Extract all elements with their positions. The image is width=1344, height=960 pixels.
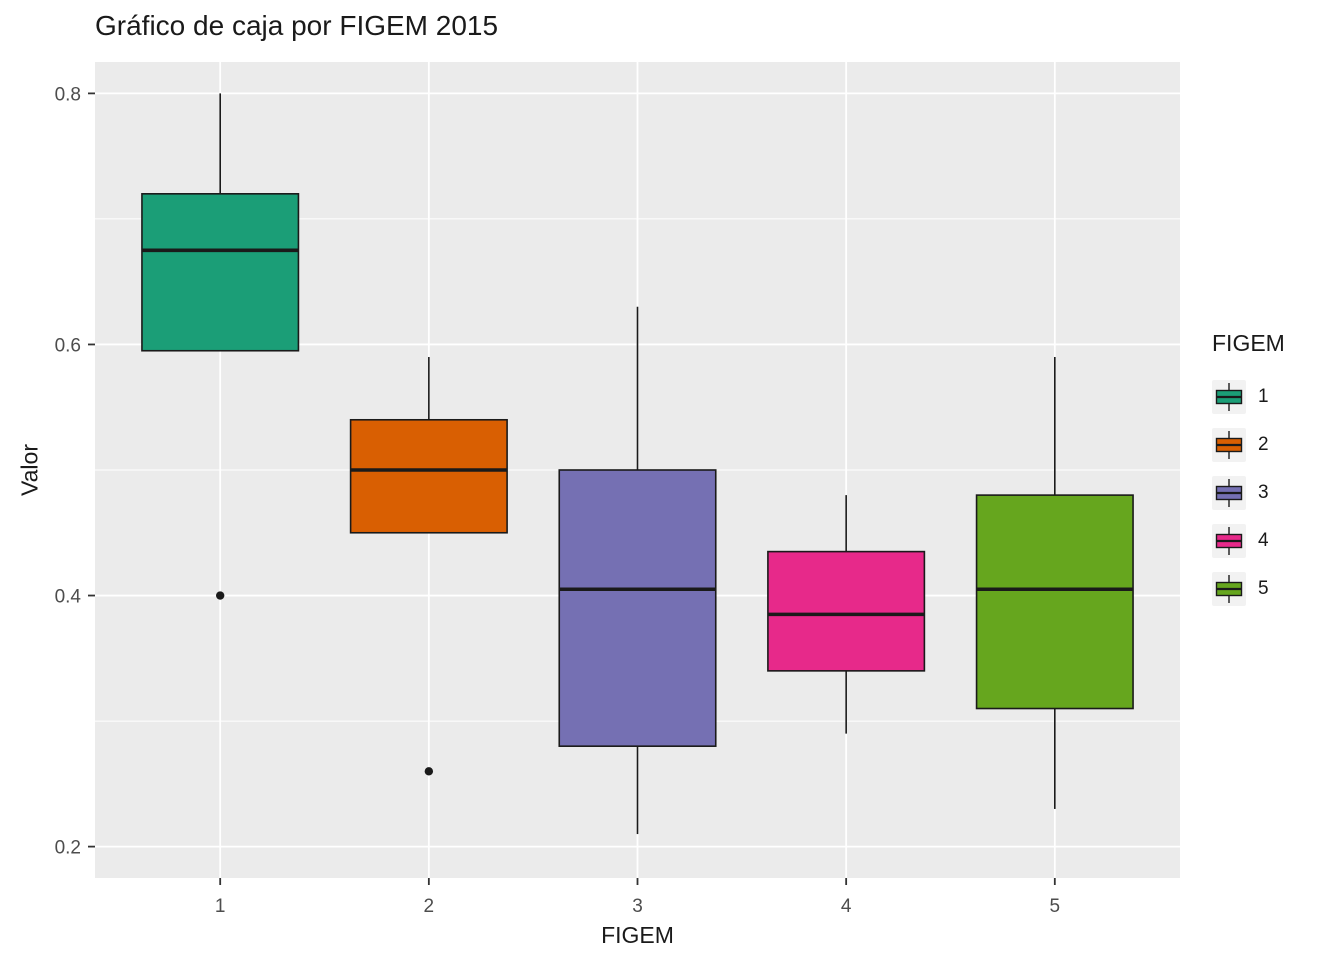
legend-item-2: 2 [1212,421,1285,469]
x-tick-label: 3 [632,896,643,917]
legend-item-label: 1 [1258,386,1269,407]
outlier-point [424,767,434,776]
outlier-point [215,591,225,600]
box [975,494,1134,710]
legend-item-1: 1 [1212,373,1285,421]
legend: FIGEM 1 2 3 4 5 [1212,330,1285,613]
legend-key-icon [1212,380,1246,414]
legend-key-icon [1212,572,1246,606]
legend-key-icon [1212,524,1246,558]
legend-title: FIGEM [1212,330,1285,356]
boxplot-group-5 [975,357,1134,809]
legend-key-icon [1212,428,1246,462]
chart-title: Gráfico de caja por FIGEM 2015 [95,10,499,41]
boxplot-group-1 [141,93,300,600]
x-tick-label: 2 [424,896,435,917]
y-axis-label: Valor [16,444,43,496]
legend-item-label: 5 [1258,578,1269,599]
legend-item-label: 2 [1258,434,1269,455]
x-tick-label: 5 [1050,896,1061,917]
legend-key-icon [1212,476,1246,510]
legend-item-label: 3 [1258,482,1269,503]
y-tick-label: 0.8 [55,84,81,105]
boxplot-group-4 [767,495,926,734]
x-axis-label: FIGEM [601,922,674,948]
legend-item-label: 4 [1258,530,1269,551]
box [349,418,508,534]
x-tick-label: 1 [215,896,226,917]
legend-entries: 1 2 3 4 5 [1212,373,1285,613]
legend-item-3: 3 [1212,469,1285,517]
boxplot-group-2 [349,357,508,776]
y-tick-label: 0.6 [55,335,81,356]
y-tick-label: 0.2 [55,838,81,859]
legend-item-5: 5 [1212,565,1285,613]
box [141,193,300,352]
box [558,469,717,747]
y-tick-label: 0.4 [55,587,82,608]
boxplot-group-3 [558,306,717,835]
legend-item-4: 4 [1212,517,1285,565]
x-tick-label: 4 [841,896,852,917]
box [767,550,926,672]
